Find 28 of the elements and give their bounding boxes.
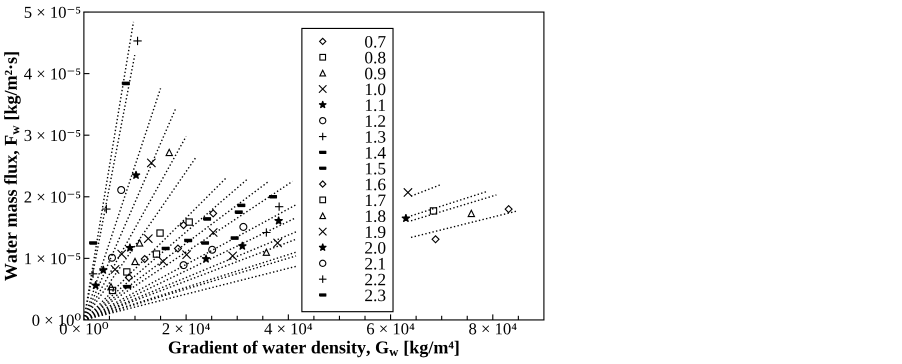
legend-label: 2.3 [365, 290, 386, 302]
y-tick-label: 3 × 10⁻⁵ [24, 130, 80, 142]
x-tick-label: 4 × 10⁴ [264, 323, 312, 334]
legend-label: 1.6 [366, 178, 386, 190]
legend-label: 2.1 [365, 258, 386, 270]
legend-label: 1.9 [366, 226, 386, 238]
x-tick-label: 6 × 10⁴ [367, 323, 414, 334]
y-tick-label: 1 × 10⁻⁵ [25, 253, 80, 264]
legend-label: 0.8 [365, 52, 386, 64]
legend-label: 1.3 [366, 131, 386, 143]
legend-label: 0.9 [365, 68, 386, 80]
legend-label: 1.4 [366, 146, 386, 159]
x-tick-label: 2 × 10⁴ [162, 323, 210, 334]
y-axis-title: Water mass flux, F$_{w}$ [kg/m²·s] [4, 52, 21, 281]
legend-label: 1.7 [366, 194, 386, 206]
legend-label: 2.0 [365, 242, 386, 254]
legend-label: 2.2 [365, 274, 386, 286]
legend-label: 1.8 [366, 210, 386, 222]
legend-label: 1.0 [366, 83, 386, 96]
legend-label: 0.7 [365, 36, 386, 48]
legend-label: 1.1 [366, 99, 386, 112]
y-tick-label: 4 × 10⁻⁵ [24, 68, 80, 80]
legend-label: 1.2 [366, 115, 386, 127]
x-tick-label: 8 × 10⁴ [469, 323, 517, 334]
x-axis-title: Gradient of water density, G$_{w}$ [kg/m⁴] [168, 340, 458, 358]
y-tick-label: 2 × 10⁻⁵ [24, 191, 80, 203]
y-tick-label: 5 × 10⁻⁵ [24, 6, 80, 18]
legend-label: 1.5 [366, 162, 386, 175]
